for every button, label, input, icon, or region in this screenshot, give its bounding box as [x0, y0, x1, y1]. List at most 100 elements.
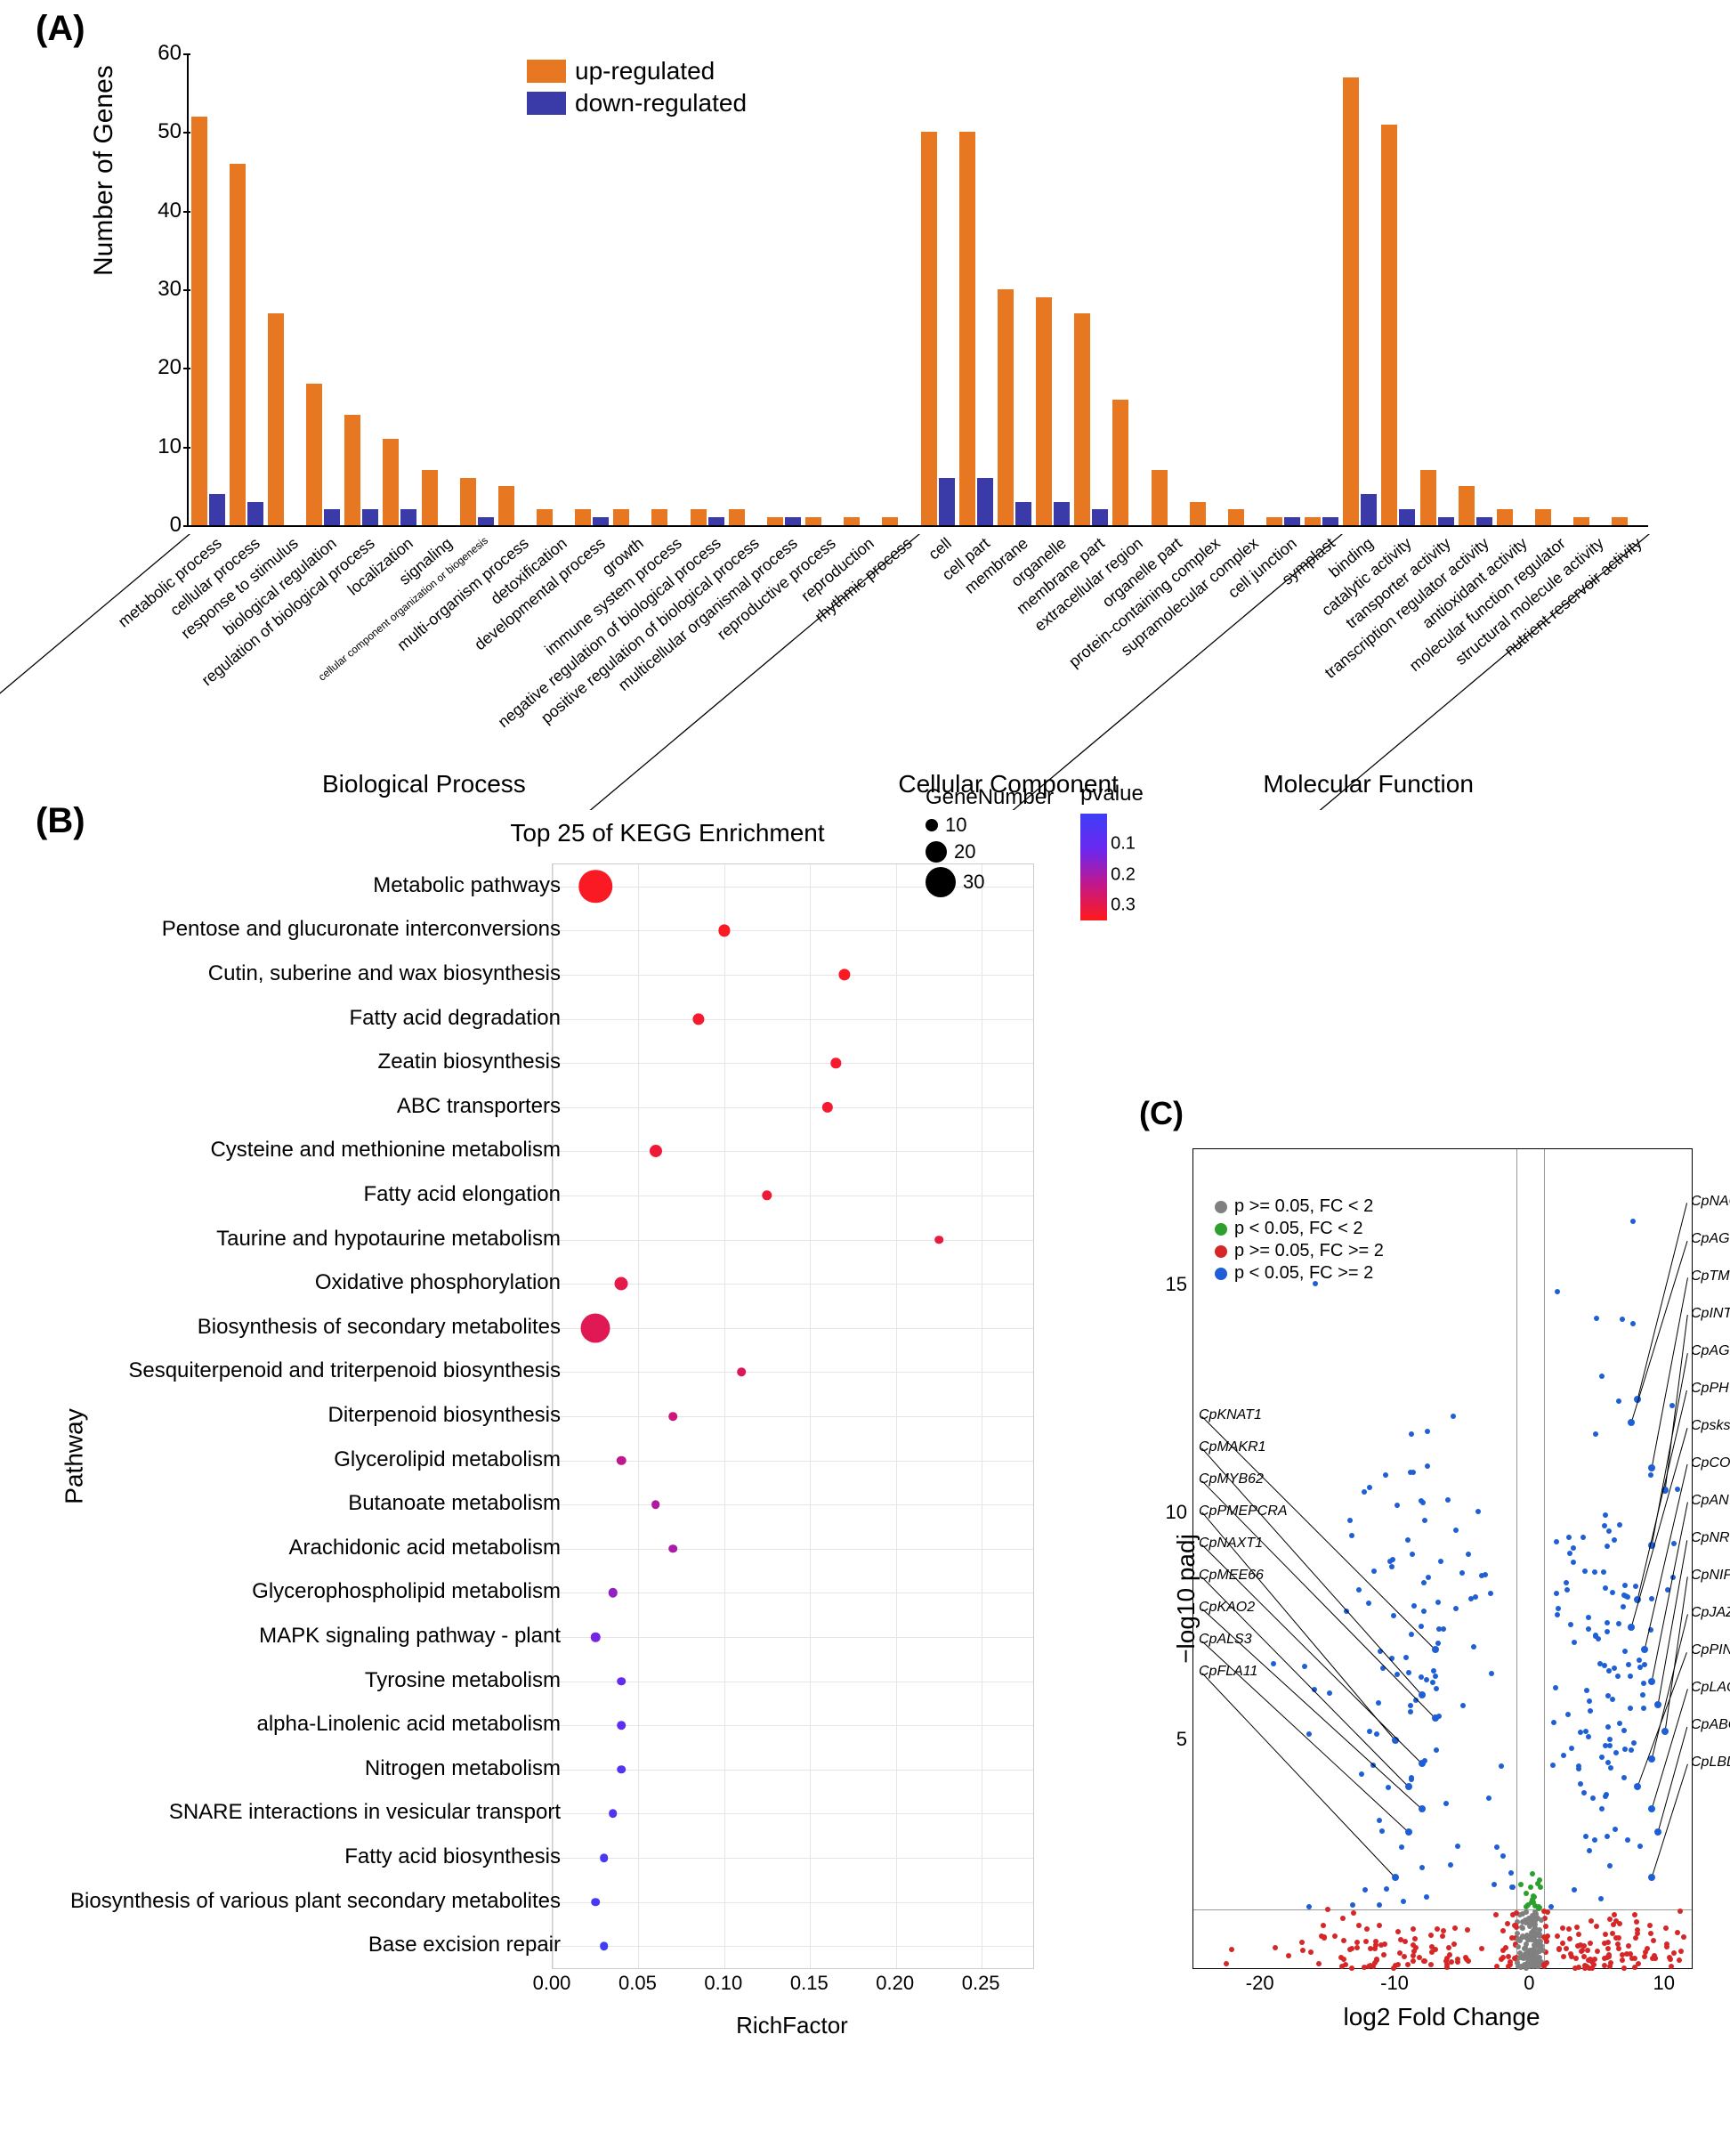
volcano-point — [1494, 1844, 1500, 1850]
volcano-point — [1585, 1948, 1590, 1953]
volcano-point — [1362, 1887, 1368, 1893]
volcano-point — [1580, 1535, 1586, 1540]
volcano-point — [1435, 1600, 1441, 1605]
bar-down — [478, 517, 494, 525]
volcano-point — [1633, 1584, 1638, 1589]
volcano-point — [1661, 1728, 1669, 1735]
volcano-point — [1583, 1834, 1589, 1839]
volcano-point — [1379, 1828, 1385, 1834]
panel-a-group-label: Molecular Function — [1263, 770, 1474, 798]
volcano-point — [1641, 1706, 1646, 1711]
volcano-point — [1411, 1949, 1417, 1954]
volcano-point — [1377, 1923, 1382, 1928]
volcano-point — [1616, 1398, 1621, 1404]
panel-b-row-label: ABC transporters — [62, 1094, 561, 1119]
panel-b-grid — [553, 1372, 1033, 1373]
volcano-point — [1583, 1729, 1589, 1734]
volcano-point — [1620, 1957, 1625, 1963]
panel-b-grid — [553, 1240, 1033, 1241]
panel-b-grid — [553, 1549, 1033, 1550]
volcano-point — [1555, 1612, 1560, 1617]
volcano-point — [1399, 1844, 1404, 1850]
volcano-point — [1339, 1964, 1345, 1969]
panel-a-ytick: 30 — [142, 277, 182, 302]
panel-c-label: (C) — [1139, 1095, 1184, 1132]
bar-up — [767, 517, 783, 525]
volcano-point — [1612, 1666, 1617, 1671]
volcano-point — [1576, 1965, 1581, 1970]
volcano-point — [1356, 1587, 1362, 1593]
volcano-point — [1306, 1731, 1312, 1737]
volcano-point — [1448, 1862, 1453, 1868]
panel-b-xtick: 0.10 — [704, 1972, 742, 1995]
kegg-dot — [718, 925, 730, 936]
legend-down: down-regulated — [527, 89, 747, 118]
panel-c-xtick: 10 — [1653, 1972, 1674, 1995]
volcano-point — [1522, 1946, 1527, 1951]
volcano-point — [1668, 1957, 1673, 1962]
volcano-point — [1453, 1528, 1459, 1533]
volcano-point — [1366, 1964, 1371, 1969]
threshold-vline — [1544, 1149, 1545, 1968]
gene-annotation: CpNAC096 — [1691, 1194, 1730, 1210]
volcano-point — [1500, 1853, 1506, 1859]
gene-annotation: CpANT — [1691, 1493, 1730, 1509]
volcano-point — [1589, 1918, 1594, 1924]
volcano-point — [1572, 1640, 1577, 1645]
volcano-point — [1520, 1911, 1525, 1917]
volcano-point — [1634, 1919, 1639, 1925]
volcano-point — [1605, 1724, 1611, 1730]
bar-up — [729, 509, 745, 525]
volcano-point — [1350, 1902, 1355, 1908]
volcano-point — [1435, 1641, 1441, 1646]
kegg-dot — [692, 1013, 704, 1025]
volcano-point — [1588, 1708, 1593, 1714]
gene-annotation: CpTMT3 — [1691, 1268, 1730, 1285]
volcano-point — [1428, 1933, 1434, 1938]
volcano-point — [1628, 1674, 1633, 1679]
gene-annotation: CpMAKR1 — [1199, 1439, 1266, 1455]
volcano-point — [1566, 1535, 1572, 1540]
volcano-point — [1273, 1945, 1278, 1950]
gene-annotation: CpPIN1 — [1691, 1642, 1730, 1658]
gene-annotation: CpKNAT1 — [1199, 1407, 1262, 1423]
volcano-point — [1554, 1539, 1559, 1544]
legend-item: p >= 0.05, FC >= 2 — [1215, 1241, 1384, 1261]
panel-a-ytick: 50 — [142, 119, 182, 144]
volcano-point — [1508, 1870, 1514, 1876]
panel-b-row-label: Biosynthesis of secondary metabolites — [62, 1315, 561, 1340]
volcano-point — [1621, 1604, 1626, 1609]
bar-down — [593, 517, 609, 525]
volcano-point — [1555, 1289, 1560, 1294]
volcano-point — [1578, 1730, 1583, 1735]
volcano-point — [1599, 1806, 1605, 1812]
volcano-point — [1453, 1606, 1459, 1611]
gene-annotation: CpMEE66 — [1199, 1568, 1264, 1584]
bar-up — [1228, 509, 1244, 525]
volcano-point — [1622, 1649, 1628, 1654]
volcano-point — [1649, 1596, 1654, 1601]
kegg-dot — [838, 969, 850, 980]
bar-up — [1152, 470, 1168, 525]
volcano-point — [1677, 1957, 1682, 1963]
volcano-point — [1671, 1541, 1677, 1546]
panel-b-grid — [553, 1328, 1033, 1329]
bar-up — [191, 117, 207, 525]
panel-a-legend: up-regulated down-regulated — [527, 53, 747, 121]
bar-up — [460, 478, 476, 525]
volcano-point — [1615, 1674, 1621, 1679]
kegg-dot — [821, 1102, 832, 1113]
bar-up — [575, 509, 591, 525]
bar-up — [1612, 517, 1628, 525]
volcano-point — [1584, 1964, 1589, 1969]
bar-up — [1420, 470, 1436, 525]
volcano-point — [1648, 1464, 1655, 1471]
kegg-dot — [617, 1677, 626, 1686]
volcano-point — [1628, 1951, 1633, 1957]
bar-up — [998, 289, 1014, 525]
kegg-dot — [668, 1544, 677, 1553]
volcano-point — [1466, 1958, 1471, 1964]
volcano-point — [1613, 1918, 1619, 1924]
volcano-point — [1678, 1949, 1684, 1954]
panel-c-xtick: 0 — [1524, 1972, 1534, 1995]
